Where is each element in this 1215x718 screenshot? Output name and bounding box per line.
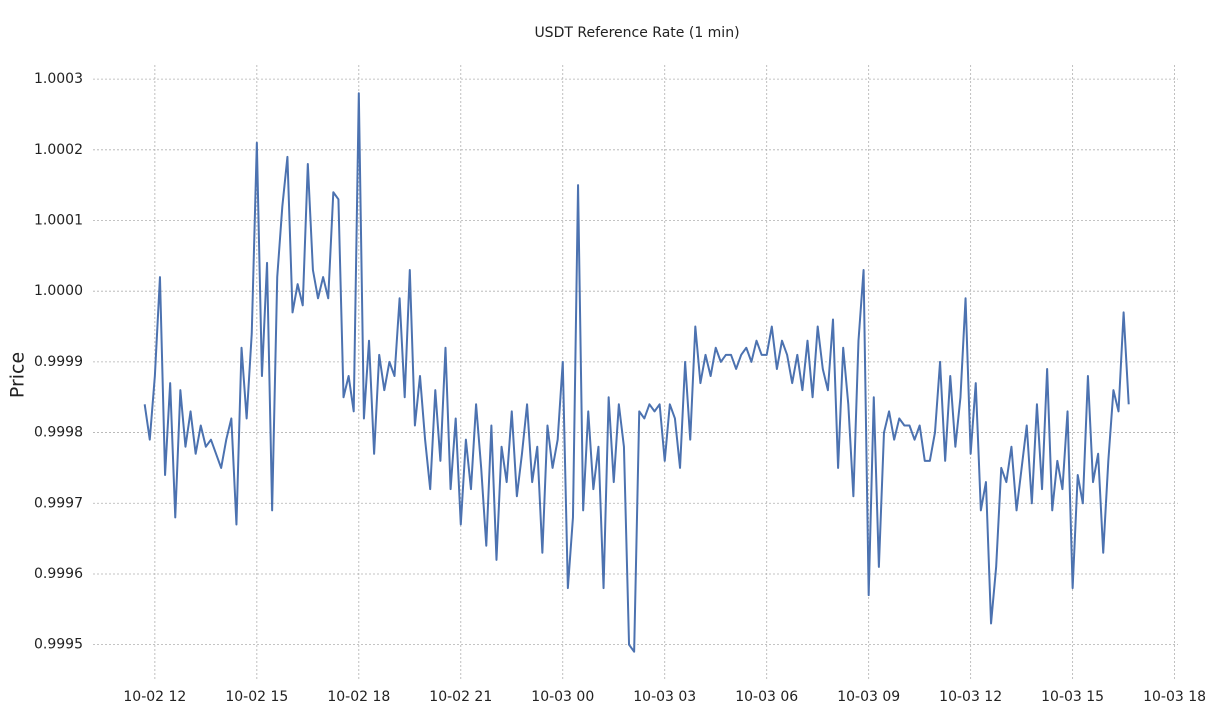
x-tick-label: 10-03 15 [1041, 689, 1104, 705]
y-tick-label: 0.9995 [34, 637, 83, 653]
x-tick-label: 10-03 00 [531, 689, 594, 705]
y-tick-label: 0.9998 [34, 425, 83, 441]
y-axis-label: Price [7, 352, 29, 398]
y-tick-label: 0.9997 [34, 495, 83, 511]
x-tick-label: 10-03 06 [735, 689, 798, 705]
x-tick-label: 10-03 18 [1143, 689, 1206, 705]
x-tick-label: 10-02 21 [429, 689, 492, 705]
y-tick-label: 1.0003 [34, 71, 83, 87]
y-tick-label: 1.0001 [34, 213, 83, 229]
x-tick-label: 10-03 03 [633, 689, 696, 705]
chart-title: USDT Reference Rate (1 min) [534, 25, 739, 41]
y-tick-label: 1.0002 [34, 142, 83, 158]
y-tick-label: 1.0000 [34, 283, 83, 299]
x-tick-label: 10-03 09 [837, 689, 900, 705]
x-tick-label: 10-02 12 [123, 689, 186, 705]
x-tick-label: 10-02 15 [225, 689, 288, 705]
x-tick-label: 10-02 18 [327, 689, 390, 705]
y-tick-label: 0.9996 [34, 566, 83, 582]
y-tick-label: 0.9999 [34, 354, 83, 370]
price-line [143, 92, 1130, 653]
x-tick-label: 10-03 12 [939, 689, 1002, 705]
